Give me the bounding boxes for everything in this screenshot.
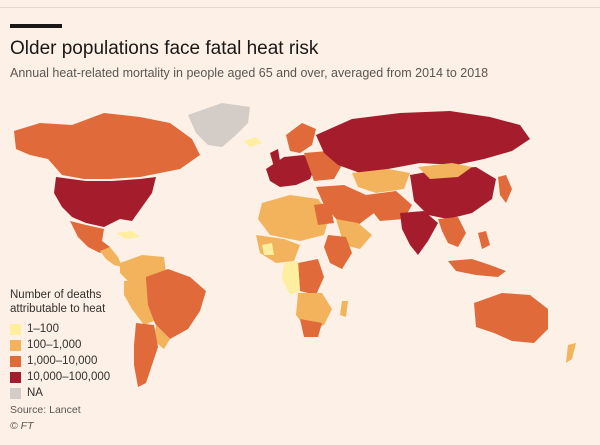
- legend-swatch: [10, 323, 21, 335]
- legend-item: 10,000–100,000: [10, 369, 160, 385]
- chart-title: Older populations face fatal heat risk: [10, 38, 319, 59]
- region-usa: [54, 177, 156, 227]
- legend-item: 1–100: [10, 321, 160, 337]
- source-note: Source: Lancet: [10, 404, 81, 416]
- region-china: [410, 167, 496, 219]
- region-mongolia: [418, 163, 472, 179]
- region-egypt: [314, 203, 334, 225]
- region-mexico: [70, 221, 110, 253]
- region-paraguay-uruguay: [154, 325, 170, 349]
- legend-label: 1–100: [27, 323, 59, 335]
- legend-item: 1,000–10,000: [10, 353, 160, 369]
- legend-swatch: [10, 339, 21, 351]
- region-scandinavia: [286, 123, 316, 153]
- region-west-africa-small: [262, 243, 274, 255]
- legend: Number of deaths attributable to heat 1–…: [10, 288, 160, 401]
- region-argentina-chile: [134, 323, 158, 387]
- region-india: [400, 211, 438, 255]
- region-madagascar: [340, 301, 348, 317]
- region-greenland: [188, 103, 250, 147]
- legend-label: 10,000–100,000: [27, 371, 111, 383]
- legend-label: 1,000–10,000: [27, 355, 98, 367]
- region-central-africa: [298, 259, 324, 295]
- top-rule: [0, 7, 600, 8]
- region-southeast-asia: [438, 217, 466, 247]
- region-peru-bolivia: [124, 279, 154, 325]
- legend-label: NA: [27, 387, 43, 399]
- region-north-africa: [258, 195, 330, 241]
- region-iceland: [244, 137, 262, 147]
- region-middle-east: [316, 185, 374, 225]
- region-indonesia: [448, 259, 506, 277]
- legend-title-line2: attributable to heat: [10, 303, 106, 315]
- region-russia: [316, 111, 530, 173]
- region-canada: [14, 113, 200, 179]
- region-west-africa: [256, 235, 300, 263]
- region-caribbean: [116, 231, 140, 239]
- world-map: [14, 103, 576, 387]
- region-brazil: [146, 269, 206, 339]
- legend-title: Number of deaths attributable to heat: [10, 288, 160, 316]
- region-philippines: [478, 231, 490, 249]
- region-east-africa: [324, 235, 352, 269]
- legend-swatch: [10, 387, 21, 399]
- legend-label: 100–1,000: [27, 339, 82, 351]
- region-new-zealand: [566, 343, 576, 363]
- chart-subtitle: Annual heat-related mortality in people …: [10, 66, 489, 80]
- accent-bar: [10, 24, 62, 28]
- legend-item: 100–1,000: [10, 337, 160, 353]
- legend-item: NA: [10, 385, 160, 401]
- legend-swatch: [10, 355, 21, 367]
- region-australia: [474, 293, 548, 343]
- region-central-america: [100, 247, 122, 267]
- ft-credit: © FT: [10, 420, 34, 432]
- region-south-africa: [300, 319, 322, 337]
- legend-title-line1: Number of deaths: [10, 289, 102, 301]
- region-kazakhstan: [352, 169, 410, 193]
- region-central-africa-yellow: [282, 261, 300, 295]
- legend-swatch: [10, 371, 21, 383]
- region-western-europe: [266, 155, 316, 187]
- region-japan: [498, 175, 512, 203]
